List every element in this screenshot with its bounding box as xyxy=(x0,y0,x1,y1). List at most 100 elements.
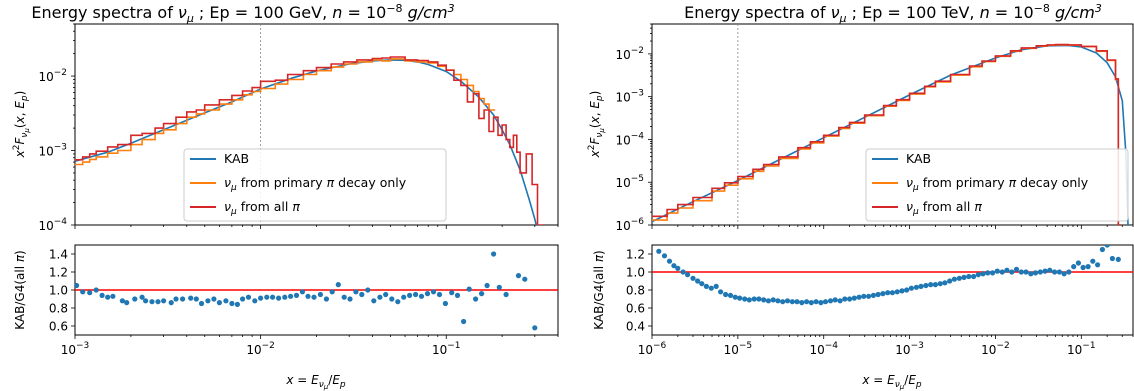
right-ratio-point xyxy=(1013,266,1020,272)
right-ratio-point xyxy=(1028,271,1034,277)
right-ratio-point xyxy=(1115,256,1121,262)
right-ratio-frame xyxy=(651,244,1134,336)
right-ratio-point xyxy=(751,296,757,302)
right-legend-primary: νμ from primary π decay only xyxy=(906,175,1089,193)
right-ratio-point xyxy=(718,289,724,295)
right-ratio-point xyxy=(822,299,829,305)
left-ratio-point xyxy=(105,294,111,300)
left-ratio-point xyxy=(139,294,145,300)
left-ratio-point xyxy=(282,294,288,300)
left-main-ytick-label: 10−3 xyxy=(38,143,67,159)
right-ratio-point xyxy=(784,298,791,304)
left-ratio-point xyxy=(365,287,371,293)
right-ratio-point xyxy=(765,298,772,304)
right-main-ytick-label: 10−3 xyxy=(615,89,644,105)
left-ratio-point xyxy=(353,289,359,295)
right-panel: Energy spectra of νμ ; Ep = 100 TeV, n =… xyxy=(587,2,1134,391)
left-series-group xyxy=(75,56,544,225)
left-ratio-xtick-label: 10−3 xyxy=(61,341,90,357)
left-ratio-point xyxy=(407,292,413,298)
left-ratio-point xyxy=(119,298,125,304)
right-ratio-point xyxy=(1037,269,1043,275)
left-legend-primary: νμ from primary π decay only xyxy=(224,175,407,193)
right-ratio-point xyxy=(832,297,838,303)
right-ratio-point xyxy=(999,269,1005,275)
right-ratio-xtick-label: 10−2 xyxy=(981,341,1010,357)
right-ratio-point xyxy=(661,253,668,259)
right-ratio-xtick-label: 10−6 xyxy=(638,341,667,357)
left-series-all-pi xyxy=(75,56,544,225)
left-legend-all: νμ from all π xyxy=(224,199,300,217)
right-ratio-point xyxy=(866,293,872,299)
right-ratio-point xyxy=(723,291,729,298)
right-ratio-point xyxy=(804,299,810,305)
left-ratio-point xyxy=(245,294,252,300)
right-ratio-point xyxy=(813,299,819,305)
left-ratio-point xyxy=(75,282,80,289)
right-ratio-point xyxy=(951,276,958,282)
left-ratio-point xyxy=(149,299,155,305)
right-ratio-point xyxy=(675,265,681,271)
right-ratio-point xyxy=(870,292,877,298)
right-ratio-point xyxy=(727,292,734,298)
left-ratio-point xyxy=(205,298,211,304)
left-ratio-point xyxy=(80,289,86,295)
left-ratio-point xyxy=(276,295,282,301)
left-ratio-point xyxy=(442,300,448,307)
left-ratio-point xyxy=(496,284,502,290)
right-ratio-point xyxy=(932,282,939,288)
left-ratio-point xyxy=(293,292,300,298)
right-ratio-point xyxy=(837,298,843,304)
right-ratio-point xyxy=(1085,264,1091,270)
right-ratio-point xyxy=(980,271,986,277)
right-ratio-point xyxy=(856,294,862,300)
right-ratio-point xyxy=(685,272,691,278)
left-ratio-point xyxy=(193,296,199,302)
left-ratio-ytick-label: 0.6 xyxy=(49,320,68,334)
left-ratio-point xyxy=(299,289,305,295)
right-ratio-point xyxy=(975,272,981,278)
right-main-ytick-label: 10−2 xyxy=(615,46,644,62)
left-ratio-point xyxy=(341,294,347,300)
left-ratio-point xyxy=(305,293,311,299)
right-ratio-ytick-label: 0.8 xyxy=(626,284,645,298)
right-ratio-point xyxy=(923,282,929,289)
left-ratio-point xyxy=(240,296,246,302)
left-main-ytick-label: 10−4 xyxy=(38,217,67,233)
left-legend: KAB νμ from primary π decay only νμ from… xyxy=(183,148,447,222)
right-ratio-point xyxy=(1080,264,1086,271)
right-ratio-point xyxy=(775,298,781,304)
right-ratio-point xyxy=(928,282,934,288)
right-ratio-ytick-label: 1.2 xyxy=(626,248,645,262)
right-ratio-point xyxy=(780,299,786,305)
right-ratio-point xyxy=(994,268,1000,274)
right-ratio-point xyxy=(1047,267,1053,273)
right-ratio-point xyxy=(880,291,886,297)
right-ratio-point xyxy=(708,285,714,291)
right-main-ytick-label: 10−5 xyxy=(615,174,644,190)
left-ratio-point xyxy=(491,251,497,257)
left-ratio-point xyxy=(449,290,455,296)
left-ratio-point xyxy=(424,291,431,297)
right-ratio-point xyxy=(918,283,924,289)
left-ratio-point xyxy=(110,293,116,299)
left-ratio-point xyxy=(335,282,341,288)
right-ratio-point xyxy=(966,273,972,280)
left-ratio-point xyxy=(155,299,161,305)
right-ratio-point xyxy=(1090,258,1096,264)
left-ratio-point xyxy=(430,289,437,295)
right-ratio-point xyxy=(746,297,752,303)
left-panel: Energy spectra of νμ ; Ep = 100 GeV, n =… xyxy=(12,2,559,391)
right-ratio-point xyxy=(756,296,762,302)
right-ratio-point xyxy=(875,291,881,298)
right-ratio-point xyxy=(827,298,834,304)
right-ratio-point xyxy=(889,290,896,296)
left-ratio-ytick-label: 1.2 xyxy=(49,266,68,280)
right-series-all-pi xyxy=(652,43,1122,225)
right-ratio-point xyxy=(808,300,814,306)
right-legend-all: νμ from all π xyxy=(906,199,982,217)
left-ratio-point xyxy=(311,294,317,300)
left-ratio-point xyxy=(198,300,205,307)
right-ratio-point xyxy=(690,275,696,281)
right-ratio-point xyxy=(904,287,910,293)
